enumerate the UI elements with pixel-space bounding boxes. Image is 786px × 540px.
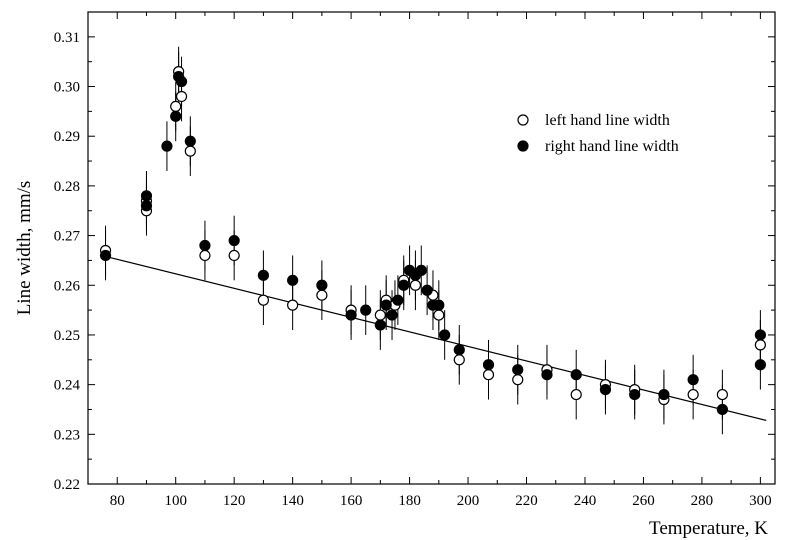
data-point-right-hand — [541, 369, 553, 381]
data-point-right-hand — [360, 304, 372, 316]
data-point-right-hand — [257, 269, 270, 281]
data-point-left-hand — [570, 388, 582, 401]
data-point-left-hand — [257, 294, 270, 306]
data-point-right-hand — [345, 309, 357, 321]
data-point-left-hand — [175, 90, 188, 103]
data-point-left-hand — [228, 249, 240, 262]
data-point-left-hand — [374, 309, 386, 321]
data-point-right-hand — [421, 284, 433, 296]
data-point-right-hand — [570, 369, 582, 381]
data-point-right-hand — [140, 200, 153, 212]
data-point-right-hand — [687, 374, 699, 386]
data-point-right-hand — [374, 319, 386, 331]
data-point-left-hand — [754, 339, 766, 351]
data-point-right-hand — [386, 309, 398, 321]
x-tick-label: 140 — [281, 493, 304, 509]
x-tick-label: 220 — [515, 493, 538, 509]
x-tick-label: 120 — [223, 493, 246, 509]
x-tick-label: 80 — [110, 493, 125, 509]
data-point-right-hand — [658, 388, 670, 401]
x-tick-label: 260 — [632, 493, 655, 509]
y-tick-label: 0.30 — [54, 80, 80, 96]
x-tick-label: 200 — [457, 493, 480, 509]
data-point-right-hand — [398, 279, 410, 291]
x-tick-label: 180 — [398, 493, 421, 509]
data-point-left-hand — [482, 369, 495, 381]
data-point-right-hand — [99, 249, 112, 262]
x-tick-label: 240 — [574, 493, 597, 509]
y-tick-label: 0.22 — [54, 477, 80, 493]
linear-fit-line — [105, 255, 767, 421]
data-point-right-hand — [453, 344, 465, 356]
data-point-left-hand — [433, 309, 445, 321]
data-point-left-hand — [199, 249, 211, 262]
y-tick-label: 0.31 — [54, 30, 80, 46]
y-tick-label: 0.25 — [54, 328, 80, 344]
plot-area: 80 100 120 140 160 180 200 220 240 260 280 300 0.22… — [54, 11, 776, 509]
data-point-left-hand — [453, 354, 465, 366]
data-point-right-hand — [599, 384, 612, 396]
data-point-right-hand — [316, 279, 328, 291]
x-tick-label: 300 — [749, 493, 772, 509]
data-point-left-hand — [716, 388, 728, 401]
data-point-right-hand — [161, 140, 173, 152]
data-point-left-hand — [170, 100, 182, 113]
data-point-left-hand — [184, 145, 196, 157]
data-point-right-hand — [439, 329, 451, 341]
data-point-right-hand — [415, 264, 427, 276]
y-tick-label: 0.23 — [54, 427, 80, 443]
data-point-right-hand — [287, 274, 299, 286]
y-tick-label: 0.27 — [54, 229, 81, 245]
data-point-right-hand — [199, 239, 211, 252]
data-point-left-hand — [316, 289, 328, 301]
data-point-right-hand — [140, 190, 153, 202]
data-point-right-hand — [716, 403, 728, 416]
data-point-right-hand — [228, 234, 240, 247]
plot-frame — [87, 11, 776, 485]
x-tick-label: 100 — [164, 493, 187, 509]
data-point-left-hand — [512, 374, 524, 386]
legend-marker-right-hand — [517, 140, 529, 152]
y-axis-ticks: 0.22 0.23 0.24 0.25 0.26 0.27 0.28 0.29 0.30 0.31 — [54, 30, 775, 493]
data-point-right-hand — [175, 75, 188, 88]
data-point-right-hand — [629, 388, 641, 401]
y-tick-label: 0.28 — [54, 179, 80, 195]
data-point-right-hand — [482, 359, 495, 371]
data-point-left-hand — [287, 299, 299, 311]
data-point-right-hand — [754, 359, 766, 371]
y-tick-label: 0.26 — [54, 278, 81, 294]
data-point-right-hand — [433, 299, 445, 311]
legend-marker-left-hand — [517, 114, 529, 126]
x-tick-label: 280 — [691, 493, 714, 509]
x-tick-label: 160 — [340, 493, 363, 509]
y-tick-label: 0.24 — [54, 378, 81, 394]
data-point-right-hand — [184, 135, 196, 147]
data-point-right-hand — [170, 110, 182, 122]
data-point-right-hand — [512, 364, 524, 376]
y-tick-label: 0.29 — [54, 129, 80, 145]
data-point-right-hand — [380, 299, 392, 311]
x-axis-title: Temperature, K — [649, 518, 768, 539]
legend-label-left-hand: left hand line width — [545, 112, 670, 129]
legend: left hand line width right hand line wid… — [517, 112, 679, 155]
x-axis-ticks: 80 100 120 140 160 180 200 220 240 260 280 300 — [110, 12, 772, 509]
data-points — [99, 66, 766, 416]
data-point-right-hand — [754, 329, 766, 341]
y-axis-title: Line width, mm/s — [14, 181, 35, 316]
legend-label-right-hand: right hand line width — [545, 138, 679, 155]
data-point-left-hand — [687, 388, 699, 401]
data-point-right-hand — [392, 294, 404, 306]
data-point-left-hand — [409, 279, 422, 291]
